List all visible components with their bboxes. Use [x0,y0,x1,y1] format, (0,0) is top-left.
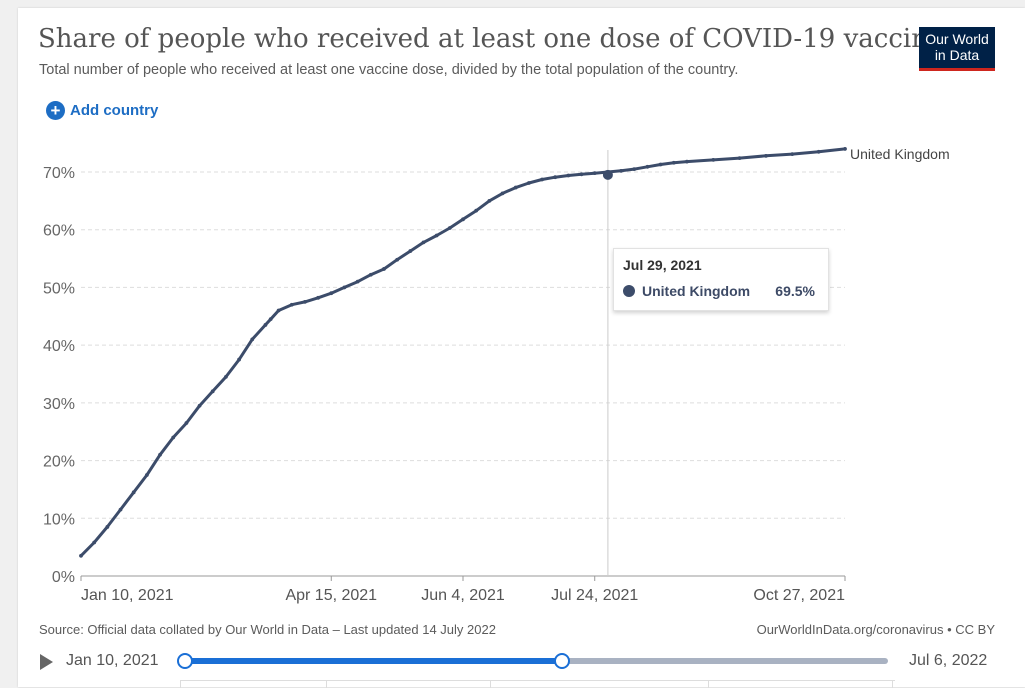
timeline-end-handle[interactable] [554,653,570,669]
x-tick-label: Jan 10, 2021 [81,587,174,604]
logo-line-2: in Data [934,47,980,63]
data-point [685,159,689,164]
data-point [513,185,518,190]
data-point [461,217,465,222]
chart-card [18,8,1025,687]
data-point [566,173,571,178]
data-point [487,198,492,203]
y-tick-label: 40% [43,338,75,355]
add-country-button[interactable]: + Add country [46,101,158,120]
data-point [268,317,273,322]
timeline-start-date: Jan 10, 2021 [66,652,159,669]
license-credit[interactable]: OurWorldInData.org/coronavirus • CC BY [756,622,995,637]
y-tick-label: 0% [52,569,75,586]
x-tick-label: Oct 27, 2021 [753,587,845,604]
data-point [645,164,650,169]
data-point [395,257,400,262]
data-point [619,168,623,173]
data-point [816,149,821,154]
data-point [105,525,110,529]
data-point [447,226,452,230]
data-point [289,302,294,307]
data-point [329,291,334,296]
y-tick-label: 70% [43,165,75,182]
tooltip-date: Jul 29, 2021 [623,257,702,273]
data-point [223,374,228,379]
owid-logo[interactable]: Our World in Data [919,27,995,71]
data-point [158,452,162,457]
data-point [632,167,637,172]
data-point [843,147,847,151]
data-point [263,323,268,327]
data-point [131,490,136,495]
series-end-label: United Kingdom [850,146,950,162]
hover-tooltip: Jul 29, 2021 United Kingdom 69.5% [613,248,829,311]
y-tick-label: 20% [43,454,75,471]
data-point [711,157,716,162]
timeline-end-date: Jul 6, 2022 [909,652,988,669]
data-point [184,421,189,425]
data-point [500,191,505,196]
source-note: Source: Official data collated by Our Wo… [39,622,496,637]
tooltip-value: 69.5% [775,283,815,299]
x-tick-label: Jul 24, 2021 [551,587,638,604]
play-icon[interactable] [40,654,53,670]
chart-title: Share of people who received at least on… [38,24,944,54]
data-point [540,177,544,182]
data-point [368,272,373,277]
data-point [737,156,742,161]
data-point [197,403,202,408]
tooltip-series-name: United Kingdom [642,283,751,299]
data-point [210,389,215,394]
data-point [237,357,241,362]
y-tick-label: 10% [43,511,75,528]
y-tick-label: 60% [43,223,75,240]
data-point [382,267,386,271]
data-point [579,172,584,177]
data-point [355,279,360,284]
data-point [342,285,347,290]
data-point [171,435,176,440]
y-tick-label: 50% [43,280,75,297]
plus-icon: + [46,101,65,120]
data-point [303,299,307,304]
data-point [144,473,149,477]
data-point [276,308,281,313]
series-dot-icon [623,285,635,297]
data-point [671,160,676,165]
highlight-point [602,169,613,180]
x-tick-label: Apr 15, 2021 [285,587,377,604]
add-country-label: Add country [70,102,159,119]
series-line-united-kingdom [79,147,847,558]
data-point [79,553,83,558]
data-point [764,153,768,158]
data-point [474,208,479,213]
timeline-start-handle[interactable] [177,653,193,669]
data-point [92,540,97,545]
data-point [250,337,255,342]
data-point [553,175,558,180]
x-tick-label: Jun 4, 2021 [421,587,505,604]
tab-bar [180,680,895,688]
data-point [790,152,795,157]
y-tick-label: 30% [43,396,75,413]
data-point [316,295,321,300]
data-point [658,162,663,167]
timeline-selected-range [185,658,562,664]
logo-line-1: Our World [925,31,989,47]
chart-subtitle: Total number of people who received at l… [39,62,739,78]
data-point [118,507,123,512]
data-point [592,171,597,176]
data-point [421,240,426,245]
data-point [526,181,531,185]
data-point [408,249,413,253]
data-point [434,233,439,238]
